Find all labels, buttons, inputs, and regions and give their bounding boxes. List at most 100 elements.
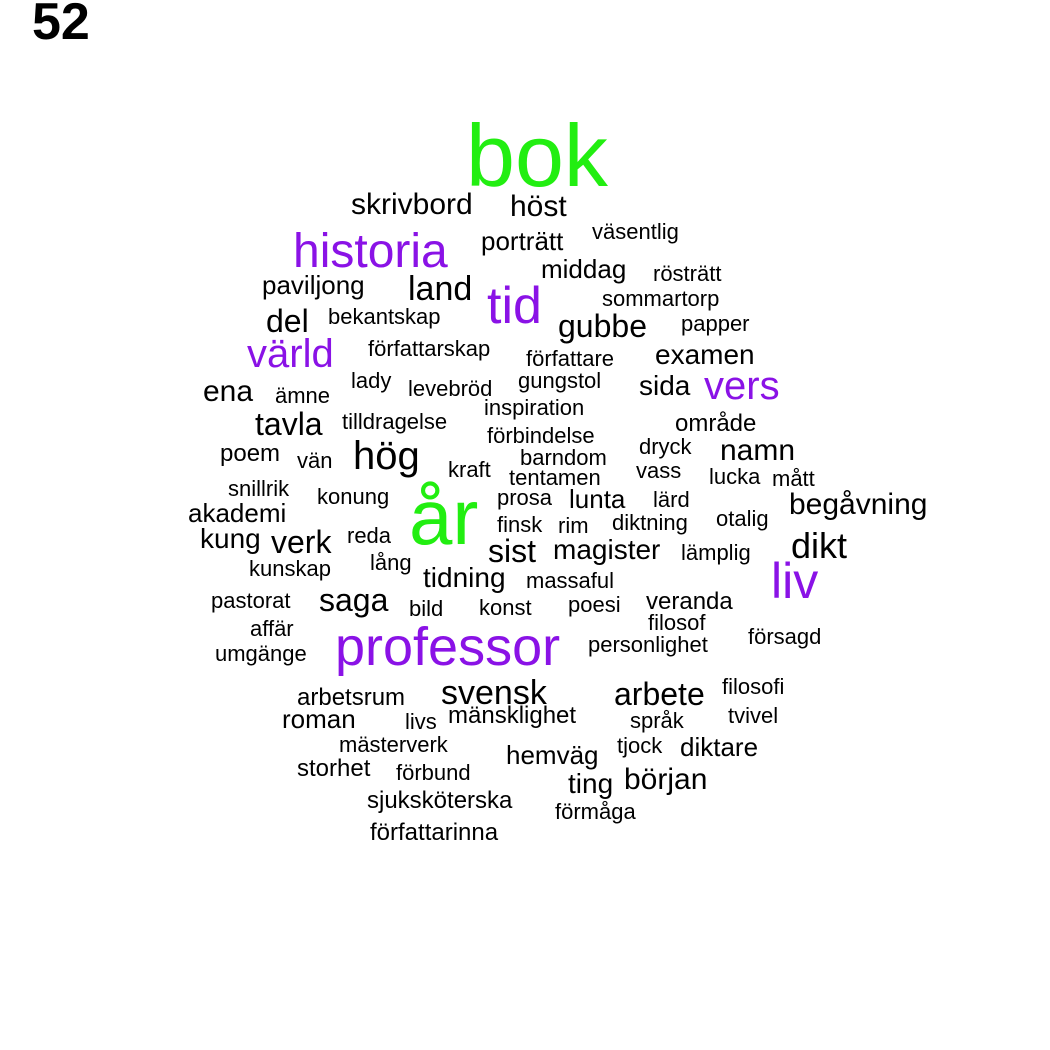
word-diktning: diktning [612,510,688,535]
word-början: början [624,763,708,796]
word-språk: språk [630,708,684,733]
word-lång: lång [370,550,412,575]
word-mänsklighet: mänsklighet [448,702,577,729]
word-barndom: barndom [520,445,607,470]
word-författare: författare [526,346,615,371]
word-middag: middag [541,254,627,284]
word-umgänge: umgänge [215,641,307,666]
word-begåvning: begåvning [789,488,928,521]
word-filosof: filosof [648,610,706,635]
word-professor: professor [335,617,561,677]
word-inspiration: inspiration [484,395,585,420]
word-pastorat: pastorat [211,588,291,613]
word-land: land [408,270,473,308]
word-personlighet: personlighet [588,632,708,657]
word-ting: ting [568,768,614,799]
word-liv: liv [771,553,819,609]
word-levebröd: levebröd [408,376,493,401]
word-hög: hög [353,434,420,478]
word-område: område [675,410,757,437]
word-dryck: dryck [639,434,692,459]
word-värld: värld [247,332,334,376]
word-otalig: otalig [716,506,769,531]
word-rösträtt: rösträtt [653,261,722,286]
word-arbetsrum: arbetsrum [297,684,406,711]
word-bekantskap: bekantskap [328,304,441,329]
word-år: år [409,473,479,561]
word-storhet: storhet [297,755,371,782]
word-lunta: lunta [569,484,626,514]
word-väsentlig: väsentlig [592,219,679,244]
word-tjock: tjock [617,733,663,758]
word-poem: poem [220,440,281,467]
word-sjuksköterska: sjuksköterska [367,787,513,814]
word-bild: bild [409,596,444,621]
word-kung: kung [200,523,261,554]
word-diktare: diktare [680,732,759,762]
word-försagd: försagd [748,624,822,649]
word-gubbe: gubbe [558,308,647,344]
word-porträtt: porträtt [481,226,564,256]
word-finsk: finsk [497,512,543,537]
word-författarinna: författarinna [370,819,499,846]
word-sist: sist [488,533,536,569]
word-vass: vass [636,458,682,483]
word-verk: verk [271,524,332,560]
word-poesi: poesi [568,592,621,617]
word-sida: sida [639,370,691,401]
word-tidning: tidning [423,562,506,593]
word-tvivel: tvivel [728,703,779,728]
word-del: del [266,303,309,339]
word-ämne: ämne [275,383,331,408]
word-hemväg: hemväg [506,740,599,770]
word-affär: affär [250,616,294,641]
word-prosa: prosa [497,485,553,510]
word-tavla: tavla [255,406,323,442]
word-vän: vän [297,448,333,473]
word-massaful: massaful [526,568,615,593]
word-rim: rim [558,513,589,538]
word-förmåga: förmåga [555,799,636,824]
word-skrivbord: skrivbord [351,188,473,221]
word-examen: examen [655,339,755,370]
word-papper: papper [681,311,750,336]
word-arbete: arbete [614,676,705,712]
word-reda: reda [347,523,392,548]
word-svensk: svensk [441,674,547,712]
word-förbund: förbund [396,760,471,785]
word-gungstol: gungstol [518,368,602,393]
word-höst: höst [510,190,567,223]
panel-number-label: 52 [32,0,90,51]
word-dikt: dikt [791,525,848,566]
word-tilldragelse: tilldragelse [342,409,448,434]
word-paviljong: paviljong [262,270,365,300]
word-tentamen: tentamen [509,465,601,490]
word-konung: konung [317,484,390,509]
word-sommartorp: sommartorp [602,286,720,311]
word-magister: magister [553,534,661,565]
word-lady: lady [351,368,392,393]
word-bok: bok [466,106,608,205]
word-filosofi: filosofi [722,674,785,699]
word-tid: tid [487,277,542,335]
word-ena: ena [203,375,254,408]
word-roman: roman [282,704,356,734]
word-kunskap: kunskap [249,556,331,581]
word-snillrik: snillrik [228,476,290,501]
word-livs: livs [405,709,437,734]
word-mästerverk: mästerverk [339,732,448,757]
word-kraft: kraft [448,457,491,482]
word-författarskap: författarskap [368,336,491,361]
word-akademi: akademi [188,498,287,528]
word-förbindelse: förbindelse [487,423,595,448]
word-saga: saga [319,582,389,618]
word-lärd: lärd [653,487,690,512]
word-konst: konst [479,595,532,620]
word-mått: mått [772,466,815,491]
word-veranda: veranda [646,588,733,615]
word-historia: historia [293,225,448,278]
word-vers: vers [704,364,780,408]
word-namn: namn [720,434,796,467]
word-lucka: lucka [709,464,761,489]
